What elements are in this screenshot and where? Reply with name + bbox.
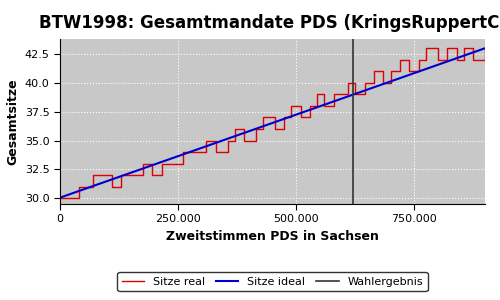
Sitze real (362, 81, 368, 85)
Legend: Sitze real, Sitze ideal, Wahlergebnis: Sitze real, Sitze ideal, Wahlergebnis (118, 272, 428, 291)
Sitze real (460, 46, 466, 50)
Sitze real (118, 173, 124, 177)
Sitze real (90, 173, 96, 177)
Line: Sitze real: Sitze real (60, 48, 485, 198)
Sitze real (331, 93, 337, 96)
Sitze real (76, 185, 82, 188)
Sitze real (204, 139, 210, 142)
Sitze real (298, 116, 304, 119)
Sitze real (66, 196, 72, 200)
Sitze real (388, 70, 394, 73)
Sitze real (380, 81, 386, 85)
Sitze real (241, 139, 247, 142)
Sitze real (397, 58, 403, 61)
Sitze real (482, 46, 488, 50)
Sitze real (180, 150, 186, 154)
Sitze real (470, 58, 476, 61)
Sitze real (272, 127, 278, 131)
Sitze real (314, 93, 320, 96)
Sitze real (423, 46, 429, 50)
Sitze real (224, 139, 230, 142)
Sitze real (100, 173, 105, 177)
Sitze real (158, 162, 164, 165)
Sitze real (288, 104, 294, 108)
Sitze real (338, 93, 344, 96)
Sitze real (130, 173, 136, 177)
Y-axis label: Gesamtsitze: Gesamtsitze (6, 78, 19, 165)
Sitze real (213, 150, 219, 154)
Sitze real (232, 127, 237, 131)
Sitze real (149, 173, 155, 177)
Sitze real (371, 70, 377, 73)
Sitze real (140, 162, 145, 165)
Sitze real (282, 116, 288, 119)
Sitze real (253, 127, 259, 131)
Sitze real (322, 104, 328, 108)
Sitze real (454, 58, 460, 61)
Sitze real (416, 58, 422, 61)
Sitze real (83, 185, 89, 188)
Sitze real (109, 185, 115, 188)
Sitze real (57, 196, 63, 200)
Title: BTW1998: Gesamtmandate PDS (KringsRuppertC): BTW1998: Gesamtmandate PDS (KringsRupper… (38, 14, 500, 32)
Sitze real (192, 150, 198, 154)
X-axis label: Zweitstimmen PDS in Sachsen: Zweitstimmen PDS in Sachsen (166, 230, 379, 243)
Sitze real (406, 70, 412, 73)
Sitze real (345, 81, 351, 85)
Sitze real (260, 116, 266, 119)
Sitze real (170, 162, 176, 165)
Sitze real (435, 58, 441, 61)
Sitze real (352, 93, 358, 96)
Sitze real (444, 46, 450, 50)
Sitze real (308, 104, 314, 108)
